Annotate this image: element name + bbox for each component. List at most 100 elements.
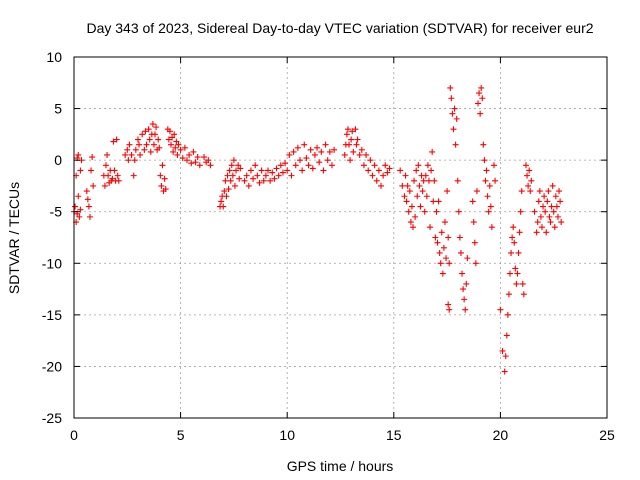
data-point — [146, 136, 153, 143]
data-point — [256, 179, 263, 186]
data-point — [165, 136, 172, 143]
x-tick-label: 10 — [279, 427, 295, 443]
data-point — [450, 126, 457, 133]
data-point — [131, 157, 138, 164]
data-point — [137, 151, 144, 158]
data-point — [536, 188, 543, 195]
data-point — [455, 208, 462, 215]
data-point — [149, 121, 156, 128]
data-point — [350, 148, 357, 155]
data-point — [547, 219, 554, 226]
data-point — [524, 172, 531, 179]
data-point — [90, 182, 97, 189]
data-point — [349, 128, 356, 135]
data-point — [499, 347, 506, 354]
data-point — [554, 213, 561, 220]
data-point — [363, 151, 370, 158]
data-point — [430, 198, 437, 205]
data-point — [188, 160, 195, 167]
data-point — [552, 193, 559, 200]
data-point — [162, 186, 169, 193]
data-point — [459, 270, 466, 277]
data-point — [314, 144, 321, 151]
data-point — [174, 151, 181, 158]
data-point — [463, 280, 470, 287]
x-tick-label: 20 — [493, 427, 509, 443]
data-point — [207, 162, 214, 169]
data-point — [476, 90, 483, 97]
data-point — [179, 155, 186, 162]
data-point — [356, 151, 363, 158]
x-tick-label: 25 — [599, 427, 615, 443]
data-point — [231, 182, 238, 189]
data-point — [480, 141, 487, 148]
data-point — [152, 131, 159, 138]
data-point — [448, 95, 455, 102]
y-tick-label: -10 — [42, 255, 62, 271]
data-point — [456, 234, 463, 241]
data-point — [401, 193, 408, 200]
data-point — [132, 146, 139, 153]
data-point — [186, 151, 193, 158]
data-point — [414, 193, 421, 200]
data-point — [509, 234, 516, 241]
data-point — [169, 134, 176, 141]
y-tick-label: 10 — [46, 49, 62, 65]
data-point — [422, 172, 429, 179]
data-point — [510, 224, 517, 231]
data-point — [354, 136, 361, 143]
data-point — [105, 172, 112, 179]
data-point — [130, 172, 137, 179]
data-point — [233, 167, 240, 174]
data-point — [441, 219, 448, 226]
data-point — [525, 182, 532, 189]
data-point — [432, 234, 439, 241]
data-point — [109, 175, 116, 182]
data-point — [512, 265, 519, 272]
data-point — [515, 249, 522, 256]
data-point — [488, 224, 495, 231]
data-point — [543, 229, 550, 236]
data-point — [77, 167, 84, 174]
data-point — [292, 162, 299, 169]
data-point — [534, 219, 541, 226]
data-point — [301, 141, 308, 148]
data-point — [277, 162, 284, 169]
data-point — [482, 177, 489, 184]
data-point — [435, 198, 442, 205]
data-point — [513, 280, 520, 287]
data-point — [161, 175, 168, 182]
y-tick-label: -15 — [42, 307, 62, 323]
data-point — [83, 188, 90, 195]
y-axis: 10 5 0 -5 -10 -15 -20 -25 — [42, 49, 607, 426]
data-point — [516, 229, 523, 236]
data-point — [353, 141, 360, 148]
data-point — [548, 203, 555, 210]
data-point — [360, 162, 367, 169]
data-point — [517, 208, 524, 215]
data-point — [538, 224, 545, 231]
data-point — [347, 157, 354, 164]
data-point — [75, 151, 82, 158]
data-point — [420, 177, 427, 184]
data-point — [503, 332, 510, 339]
x-axis: 0 5 10 15 20 25 — [70, 57, 615, 443]
data-point — [318, 148, 325, 155]
data-point — [549, 182, 556, 189]
data-point — [166, 128, 173, 135]
data-point — [557, 198, 564, 205]
data-point — [250, 175, 257, 182]
data-point — [172, 144, 179, 151]
data-point — [461, 296, 468, 303]
data-point — [446, 306, 453, 313]
data-point — [311, 151, 318, 158]
data-point — [424, 162, 431, 169]
data-point — [369, 172, 376, 179]
data-point — [141, 146, 148, 153]
data-point — [190, 148, 197, 155]
data-point — [307, 146, 314, 153]
data-point — [544, 198, 551, 205]
data-point — [451, 105, 458, 112]
data-point — [145, 126, 152, 133]
data-point — [153, 124, 160, 131]
